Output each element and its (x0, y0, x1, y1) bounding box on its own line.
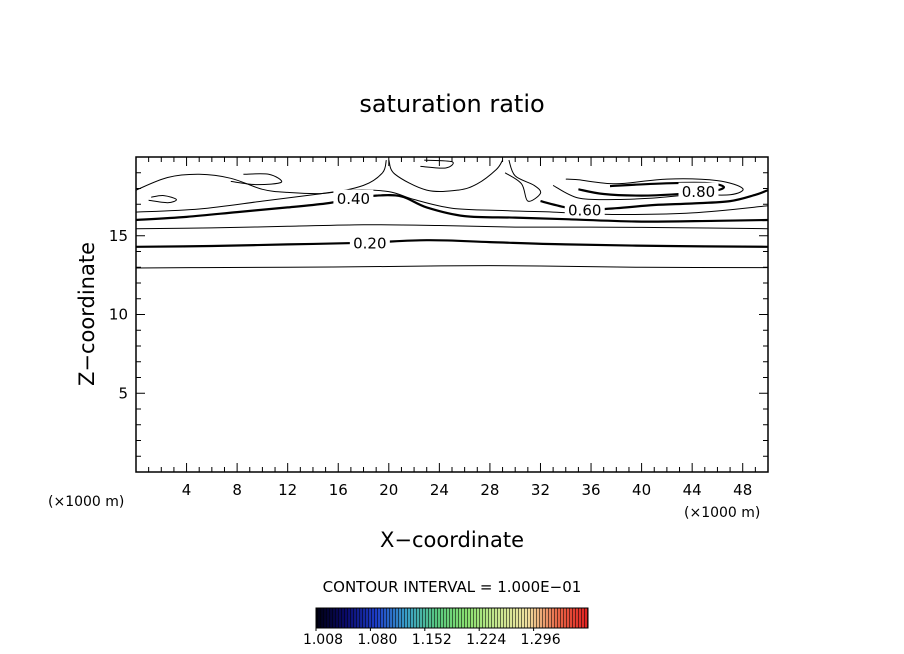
contour-labels: 0.20 0.40 0.60 0.80 (333, 182, 719, 252)
contour-line-0-4-3 (135, 194, 769, 223)
contour-line-0-2-1 (135, 239, 769, 248)
contour-line-0-7-6 (552, 178, 744, 201)
x-tick-label-4: 4 (182, 481, 192, 499)
colorbar-label-1-296: 1.296 (521, 632, 561, 648)
contour-lines (135, 159, 769, 269)
contour-interval-text: CONTOUR INTERVAL = 1.000E−01 (323, 578, 582, 596)
contour-label-0-60: 0.60 (568, 201, 601, 219)
chart-title: saturation ratio (359, 90, 544, 118)
x-tick-label-12: 12 (278, 481, 297, 499)
x-axis-title: X−coordinate (380, 528, 524, 552)
colorbar-label-1-224: 1.224 (466, 632, 506, 648)
colorbar-label-1-152: 1.152 (412, 632, 452, 648)
contour-line-0-9-8 (135, 159, 387, 195)
contour-line-1-2-13 (504, 159, 542, 202)
y-axis-ticks: 5 10 15 (109, 172, 768, 457)
x-tick-label-32: 32 (531, 481, 550, 499)
colorbar-label-1-008: 1.008 (303, 632, 343, 648)
x-tick-label-16: 16 (329, 481, 348, 499)
x-unit-right-label: (×1000 m) (684, 505, 760, 521)
contour-label-bg-0-40 (333, 189, 374, 207)
x-tick-label-20: 20 (379, 481, 398, 499)
x-tick-label-40: 40 (632, 481, 651, 499)
x-tick-label-24: 24 (430, 481, 449, 499)
x-tick-label-44: 44 (683, 481, 702, 499)
contour-line-0-5-4 (135, 189, 769, 216)
colorbar-stripes (316, 608, 588, 628)
x-tick-label-8: 8 (232, 481, 242, 499)
x-tick-label-48: 48 (733, 481, 752, 499)
contour-line-0-3-2 (135, 224, 769, 230)
x-tick-label-36: 36 (581, 481, 600, 499)
contour-label-bg-0-80 (678, 182, 719, 200)
y-tick-label-15: 15 (109, 227, 128, 245)
colorbar-ticks: 1.008 1.080 1.152 1.224 1.296 (303, 628, 561, 648)
x-axis-ticks: 4 8 12 16 20 24 28 32 36 40 44 48 (148, 157, 756, 499)
y-axis-title: Z−coordinate (75, 242, 99, 386)
contour-label-0-80: 0.80 (682, 183, 715, 201)
contour-label-bg-0-20 (349, 233, 390, 251)
contour-label-0-40: 0.40 (337, 190, 370, 208)
contour-line-1-9 (148, 195, 177, 204)
x-unit-left-label: (×1000 m) (48, 494, 124, 510)
contour-line-1-11 (388, 159, 504, 193)
y-tick-label-10: 10 (109, 306, 128, 324)
y-tick-label-5: 5 (118, 384, 128, 402)
contour-line-1-10 (230, 173, 283, 186)
contour-line-0-1-0 (135, 265, 769, 269)
contour-line-1-1-12 (420, 159, 454, 169)
colorbar-label-1-080: 1.080 (357, 632, 397, 648)
x-tick-label-28: 28 (480, 481, 499, 499)
contour-label-0-20: 0.20 (353, 234, 386, 252)
contour-label-bg-0-60 (564, 200, 605, 218)
